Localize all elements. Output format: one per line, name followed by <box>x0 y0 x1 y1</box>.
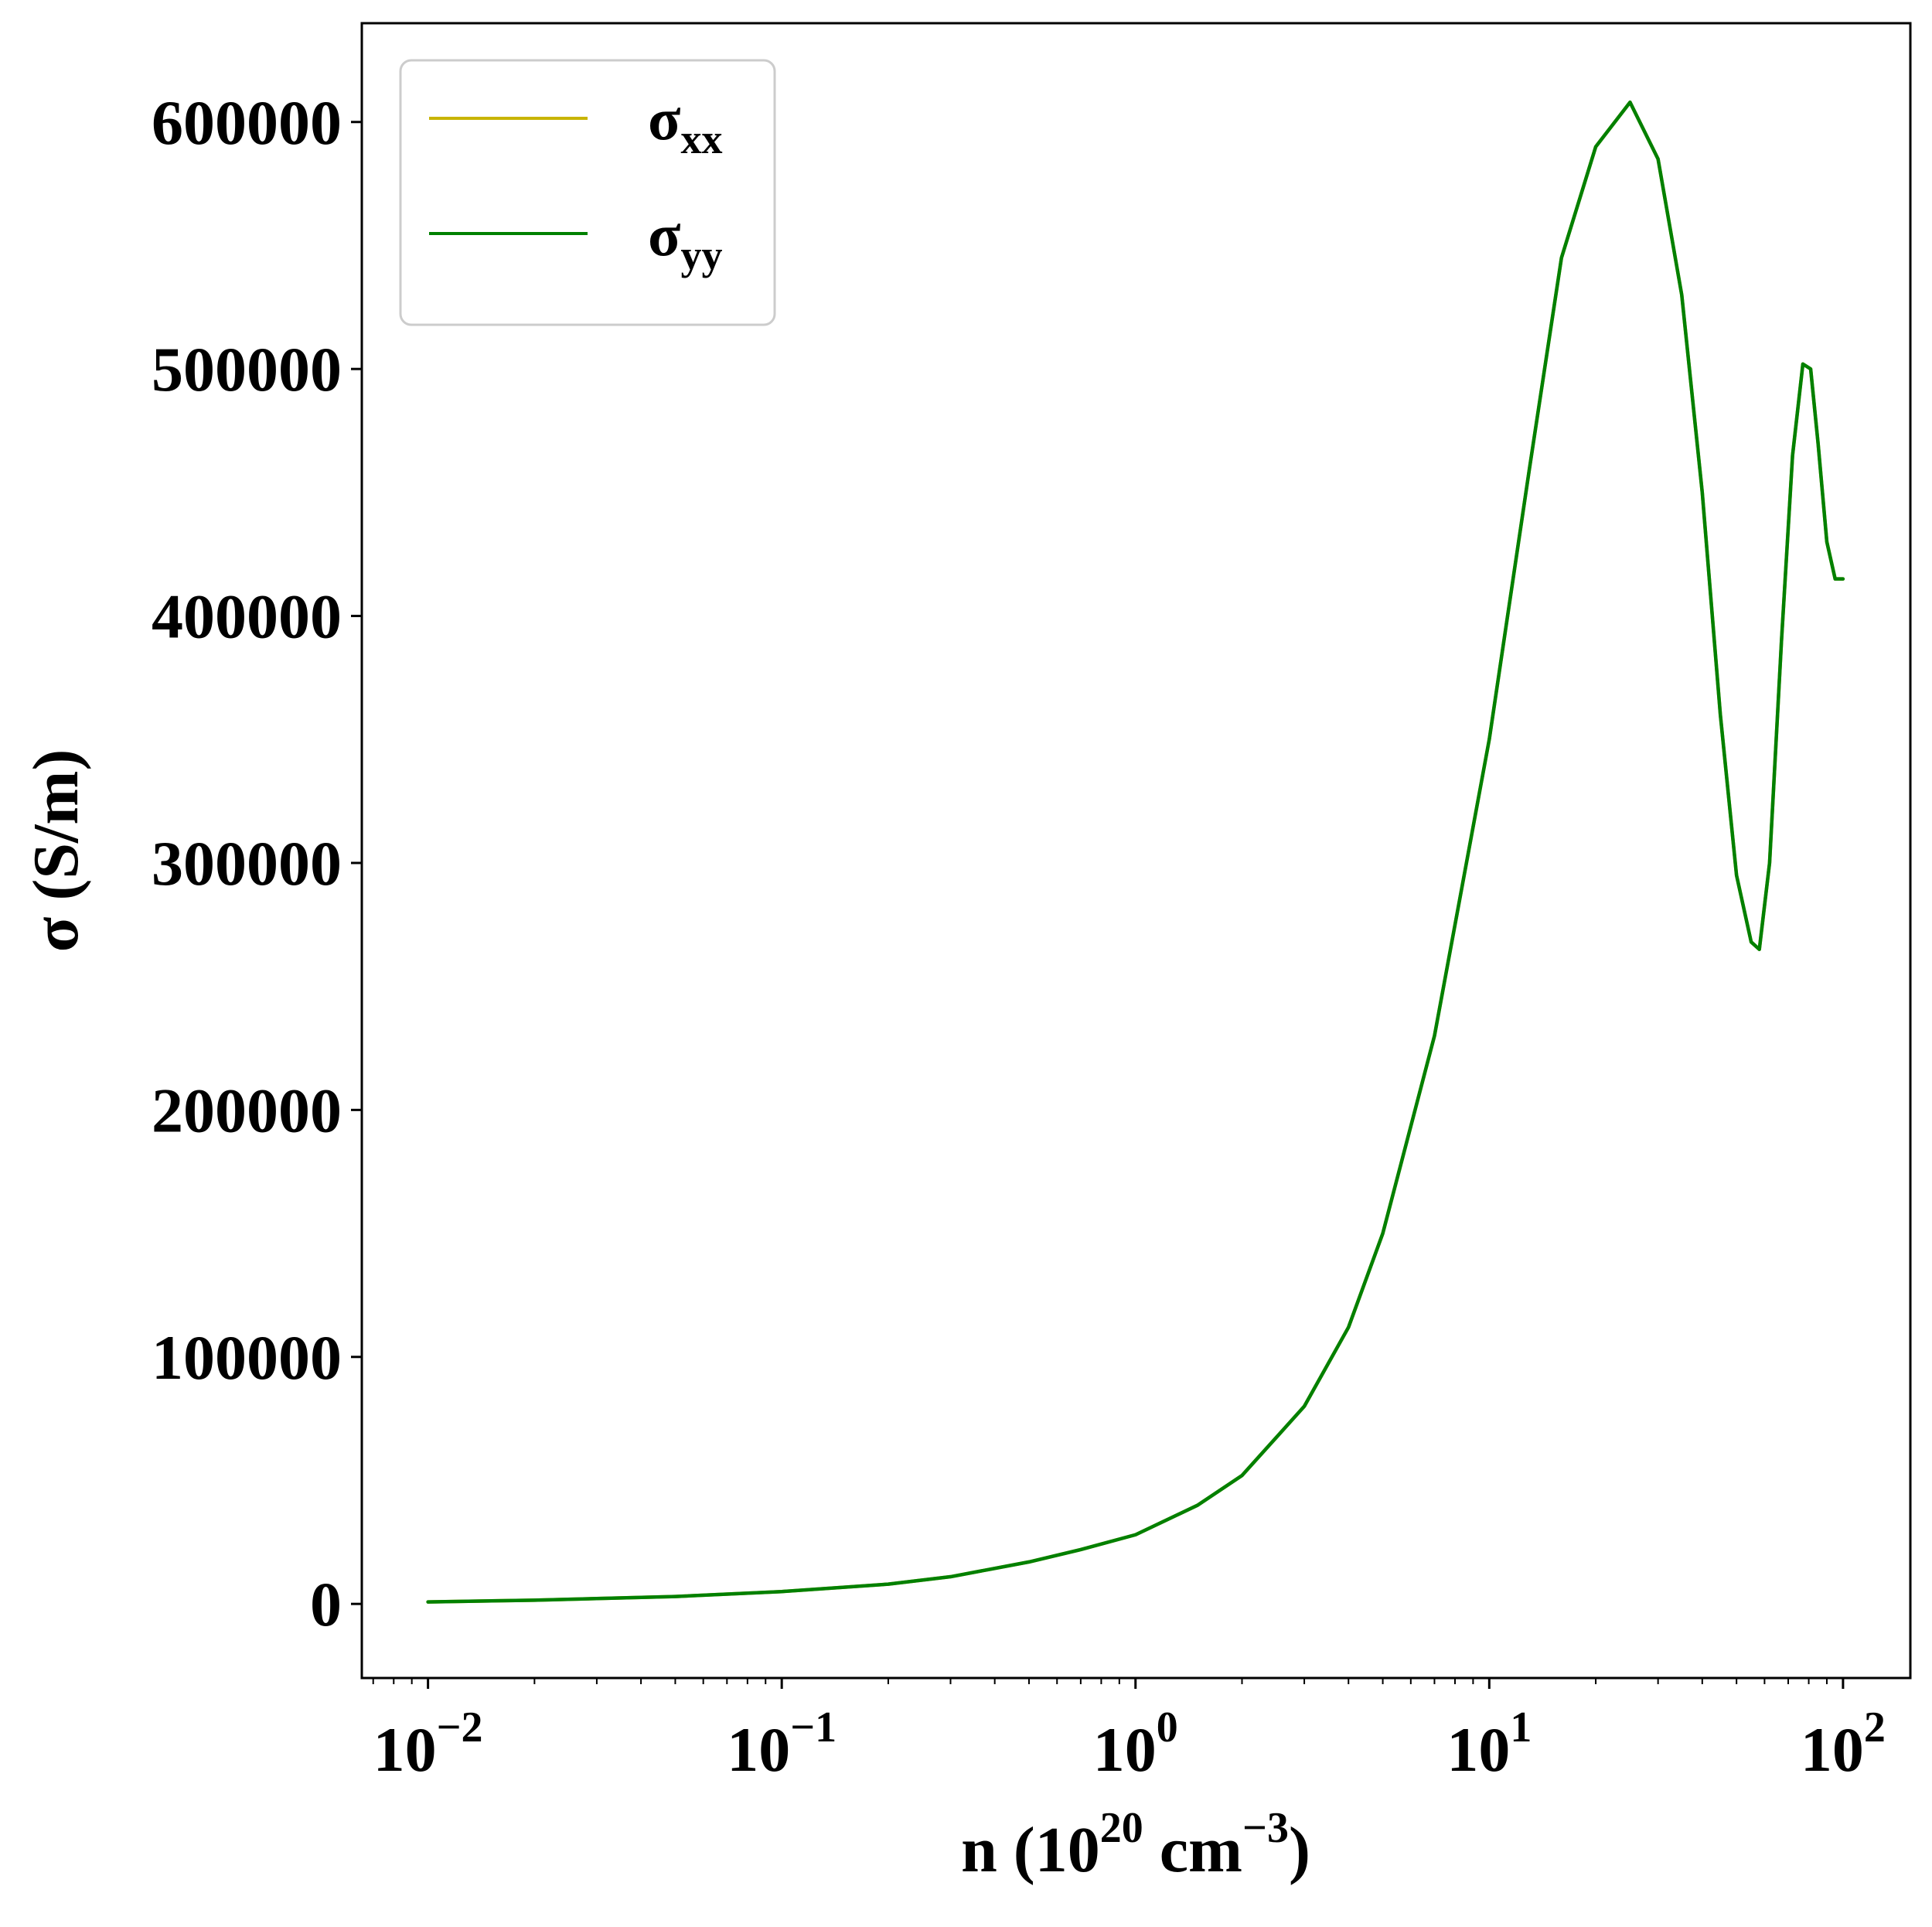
x-axis-label-end: ) <box>1289 1814 1310 1886</box>
legend-label-sigma-yy-symbol: σ <box>648 201 680 268</box>
y-tick-label: 300000 <box>152 828 342 899</box>
y-tick-label: 500000 <box>152 334 342 404</box>
x-axis-label-base: n (10 <box>961 1814 1100 1886</box>
x-axis-label-mid: cm <box>1143 1814 1242 1886</box>
x-axis-label: n (1020 cm−3) <box>961 1804 1310 1886</box>
y-tick-label: 600000 <box>152 87 342 158</box>
plot-lines <box>426 100 1845 1604</box>
x-tick-label: 10−2 <box>373 1704 483 1785</box>
x-tick-label: 101 <box>1446 1704 1532 1785</box>
y-tick-label: 200000 <box>152 1075 342 1145</box>
legend-label-sigma-yy: σyy <box>648 201 722 278</box>
x-tick-label: 102 <box>1801 1704 1886 1785</box>
legend: σxx σyy <box>399 59 776 326</box>
legend-label-sigma-xx-symbol: σ <box>648 85 680 152</box>
y-tick-label: 400000 <box>152 582 342 652</box>
y-axis-ticks: 0 100000 200000 300000 400000 500000 600000 <box>152 87 362 1639</box>
x-axis-ticks: 10−2 10−1 100 101 102 <box>372 1678 1886 1785</box>
plot-area-frame <box>360 22 1912 1680</box>
legend-label-sigma-xx-sub: xx <box>680 116 722 162</box>
x-tick-label: 10−1 <box>727 1704 837 1785</box>
y-axis-label: σ (S/m) <box>20 749 92 953</box>
legend-label-sigma-xx: σxx <box>648 85 722 162</box>
x-axis-label-exp1: 20 <box>1100 1804 1143 1852</box>
x-axis-label-exp2: −3 <box>1242 1804 1289 1852</box>
series-line-sigma-yy <box>426 100 1845 1604</box>
x-tick-label: 100 <box>1093 1704 1178 1785</box>
legend-label-sigma-yy-sub: yy <box>680 232 722 278</box>
y-tick-label: 100000 <box>152 1322 342 1393</box>
y-tick-label: 0 <box>310 1569 342 1639</box>
legend-box <box>399 59 776 326</box>
